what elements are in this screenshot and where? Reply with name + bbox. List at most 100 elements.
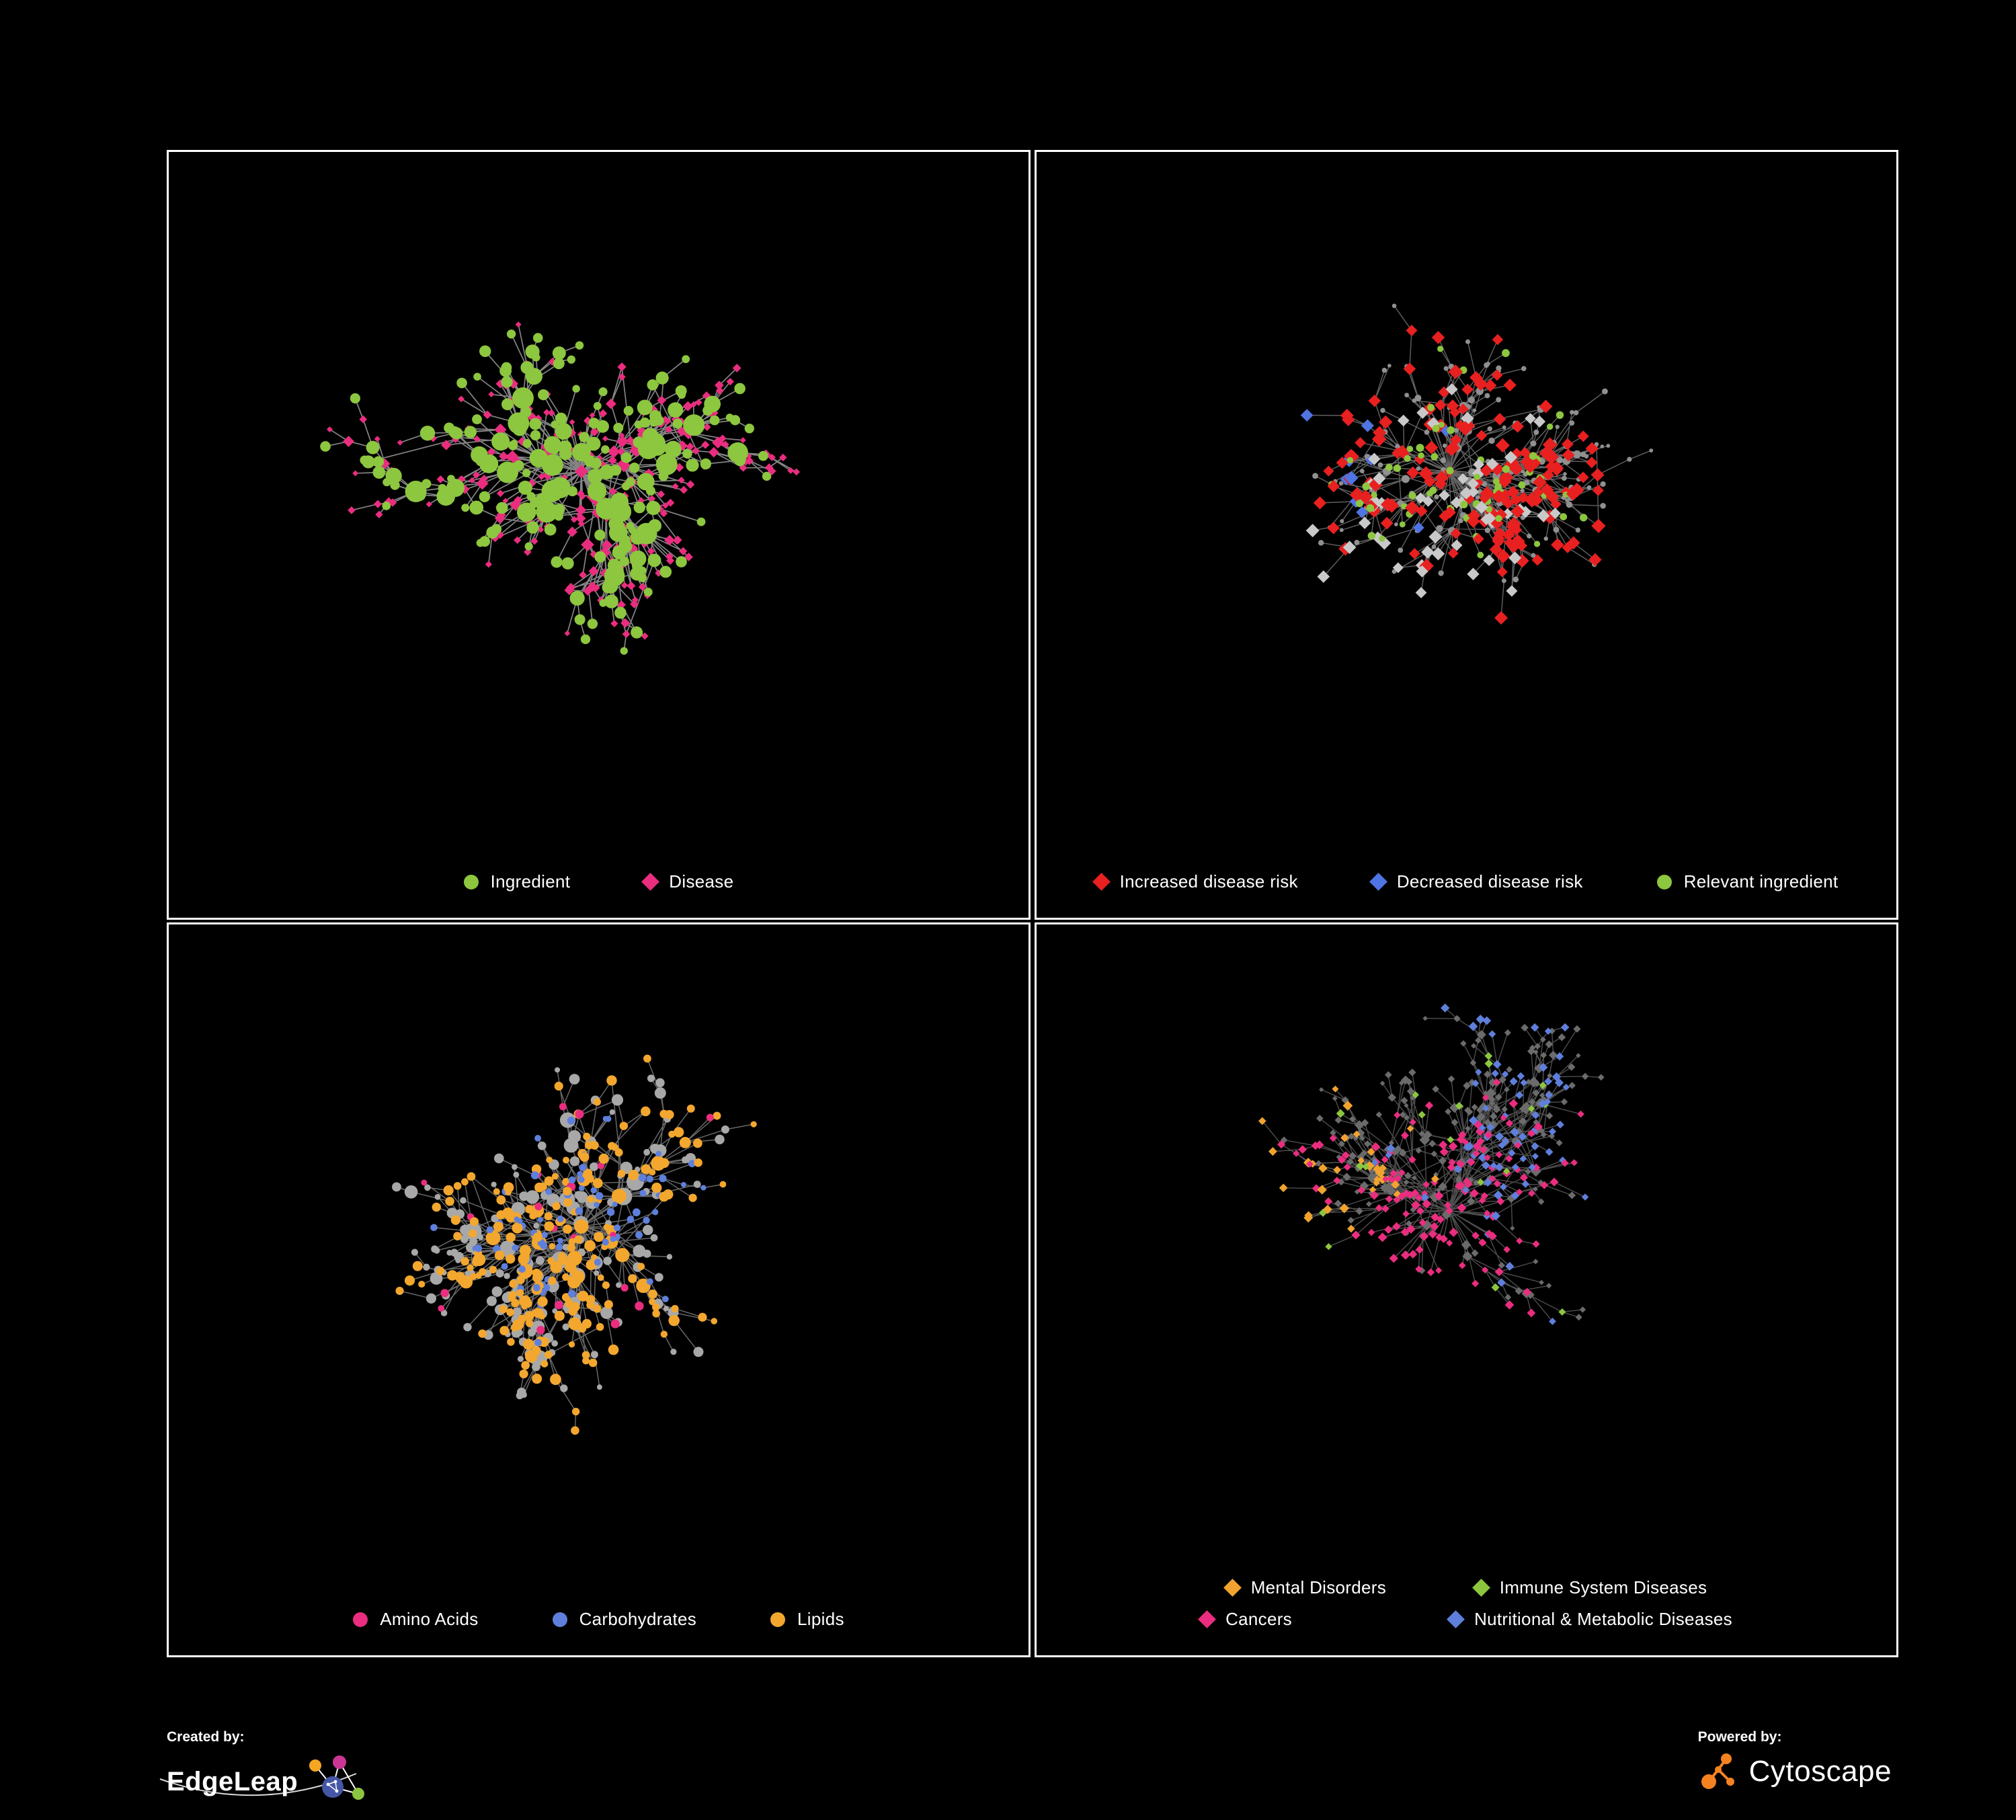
- lipids-node: [538, 1337, 549, 1347]
- increased-risk-node: [1577, 430, 1589, 442]
- other-disease-node: [1597, 1074, 1605, 1081]
- ingredient-node: [639, 566, 647, 575]
- lipids-node: [538, 1182, 547, 1191]
- lipids-node: [525, 1205, 534, 1214]
- background-node: [1488, 437, 1495, 444]
- other-disease-node: [1476, 1030, 1486, 1039]
- background-node: [1553, 526, 1560, 533]
- other-disease-node: [1527, 1047, 1535, 1056]
- background-node: [1431, 544, 1437, 549]
- increased-risk-node: [1406, 325, 1418, 337]
- cancers-node: [1343, 1163, 1351, 1171]
- carbohydrates-node: [575, 1207, 583, 1215]
- powered-by-label: Powered by:: [1697, 1729, 1782, 1745]
- disease-node: [440, 440, 452, 450]
- other-node-node: [411, 1249, 419, 1256]
- other-disease-node: [1519, 1117, 1527, 1125]
- ingredient-node: [613, 422, 624, 433]
- relevant-ingredient-node: [1416, 444, 1424, 452]
- increased-risk-node: [1438, 386, 1450, 399]
- lipids-node: [651, 1182, 662, 1193]
- carbohydrates-node: [518, 1265, 526, 1273]
- ingredient-node: [682, 355, 690, 364]
- increased-risk-node: [1543, 448, 1556, 461]
- nutritional-metabolic-diseases-node: [1549, 1317, 1556, 1325]
- lipids-node: [550, 1374, 561, 1386]
- lipids-node: [565, 1299, 574, 1308]
- other-disease-node: [1411, 1175, 1417, 1181]
- background-node: [1398, 547, 1404, 553]
- lipids-node: [581, 1318, 592, 1329]
- background-node: [1404, 393, 1410, 398]
- carbohydrates-node: [632, 1208, 641, 1217]
- ingredient-node: [450, 427, 463, 440]
- increased-risk-node: [1532, 487, 1544, 498]
- lipids-node: [538, 1312, 546, 1320]
- disease-node: [620, 618, 631, 628]
- ingredient-node: [637, 473, 655, 491]
- diamond-marker-icon: [1092, 873, 1111, 891]
- other-disease-node: [1579, 1306, 1586, 1313]
- disease-node: [426, 501, 432, 508]
- ingredient-node: [512, 387, 534, 409]
- ingredient-node: [512, 421, 527, 436]
- disease-node: [560, 473, 568, 482]
- other-disease-node: [1364, 1140, 1371, 1148]
- lipids-node: [432, 1202, 441, 1212]
- cancers-node: [1398, 1191, 1406, 1201]
- lipids-node: [496, 1195, 506, 1205]
- lipids-node: [507, 1338, 515, 1346]
- ingredient-node: [646, 500, 661, 516]
- legend: Amino Acids Carbohydrates Lipids: [169, 1604, 1029, 1655]
- cancers-node: [1415, 1265, 1422, 1273]
- ingredient-node: [382, 478, 391, 487]
- other-disease-node: [1385, 1182, 1392, 1189]
- other-node-node: [519, 1191, 529, 1201]
- cancers-node: [1422, 1199, 1432, 1209]
- unchanged-risk-node: [1445, 383, 1458, 396]
- circle-marker-icon: [552, 1612, 567, 1627]
- lipids-node: [591, 1254, 598, 1261]
- other-disease-node: [1471, 1249, 1479, 1257]
- lipids-node: [418, 1280, 426, 1288]
- mental-disorders-node: [1340, 1134, 1349, 1142]
- carbohydrates-node: [610, 1236, 616, 1242]
- disease-node: [530, 537, 538, 545]
- cancers-node: [1476, 1137, 1485, 1146]
- increased-risk-node: [1506, 519, 1521, 534]
- relevant-ingredient-node: [1502, 465, 1510, 473]
- cancers-node: [1457, 1203, 1467, 1213]
- other-node-node: [574, 1191, 583, 1199]
- edgeleap-wordmark: EdgeLeap: [167, 1766, 298, 1796]
- disease-node: [583, 416, 592, 426]
- ingredient-node: [601, 445, 610, 454]
- increased-risk-node: [1542, 437, 1558, 452]
- cancers-node: [1493, 1179, 1501, 1188]
- immune-system-diseases-node: [1362, 1162, 1370, 1171]
- other-disease-node: [1488, 1078, 1498, 1087]
- increased-risk-node: [1495, 438, 1510, 452]
- other-node-node: [647, 1074, 655, 1082]
- other-disease-node: [1476, 1113, 1485, 1122]
- other-disease-node: [1415, 1147, 1422, 1154]
- disease-node: [679, 547, 688, 555]
- legend-item-carbohydrates: Carbohydrates: [552, 1609, 696, 1630]
- cancers-node: [1329, 1134, 1337, 1142]
- cancers-node: [1577, 1110, 1584, 1118]
- background-node: [1600, 503, 1606, 509]
- lipids-node: [694, 1158, 702, 1167]
- increased-risk-node: [1533, 475, 1547, 489]
- nutritional-metabolic-diseases-node: [1539, 1062, 1548, 1072]
- ingredient-node: [583, 455, 596, 467]
- other-node-node: [525, 1190, 540, 1204]
- lipids-node: [550, 1261, 562, 1273]
- background-node: [1381, 367, 1387, 373]
- ingredient-node: [479, 491, 491, 503]
- other-disease-node: [1467, 1197, 1476, 1205]
- carbohydrates-node: [595, 1192, 604, 1200]
- increased-risk-node: [1424, 440, 1439, 454]
- other-disease-node: [1332, 1095, 1338, 1101]
- background-node: [1486, 361, 1490, 366]
- lipids-node: [531, 1309, 538, 1316]
- nutritional-metabolic-diseases-node: [1531, 1111, 1540, 1119]
